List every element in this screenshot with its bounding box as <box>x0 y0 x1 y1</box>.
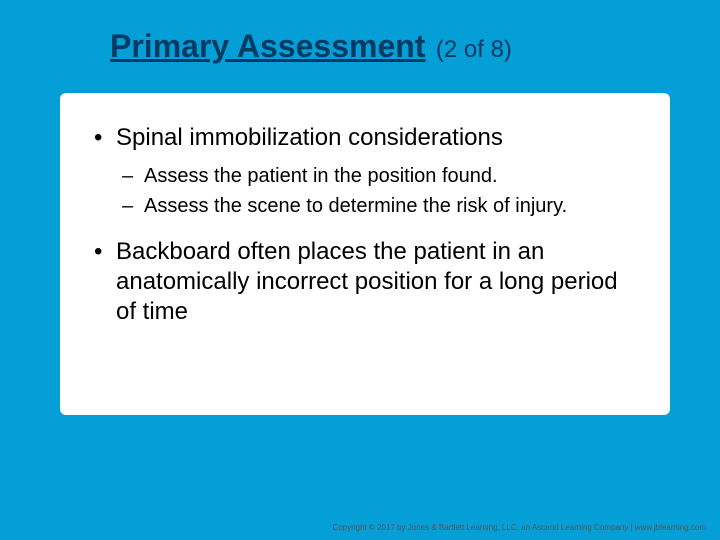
bullet-text: Spinal immobilization considerations <box>116 124 503 151</box>
bullet-list: Spinal immobilization considerations Ass… <box>90 123 640 327</box>
copyright-footer: Copyright © 2017 by Jones & Bartlett Lea… <box>332 523 706 532</box>
title-region: Primary Assessment (2 of 8) <box>0 0 720 75</box>
list-item: Spinal immobilization considerations Ass… <box>90 123 640 219</box>
sub-list-item: Assess the patient in the position found… <box>116 163 640 189</box>
sub-list-item: Assess the scene to determine the risk o… <box>116 193 640 219</box>
slide: Primary Assessment (2 of 8) Spinal immob… <box>0 0 720 540</box>
bullet-text: Backboard often places the patient in an… <box>116 238 618 325</box>
sub-bullet-list: Assess the patient in the position found… <box>116 163 640 219</box>
slide-title: Primary Assessment <box>110 28 425 64</box>
slide-counter: (2 of 8) <box>436 36 512 63</box>
sub-bullet-text: Assess the scene to determine the risk o… <box>144 195 567 217</box>
sub-bullet-text: Assess the patient in the position found… <box>144 165 498 187</box>
list-item: Backboard often places the patient in an… <box>90 237 640 327</box>
content-block: Spinal immobilization considerations Ass… <box>60 93 670 415</box>
